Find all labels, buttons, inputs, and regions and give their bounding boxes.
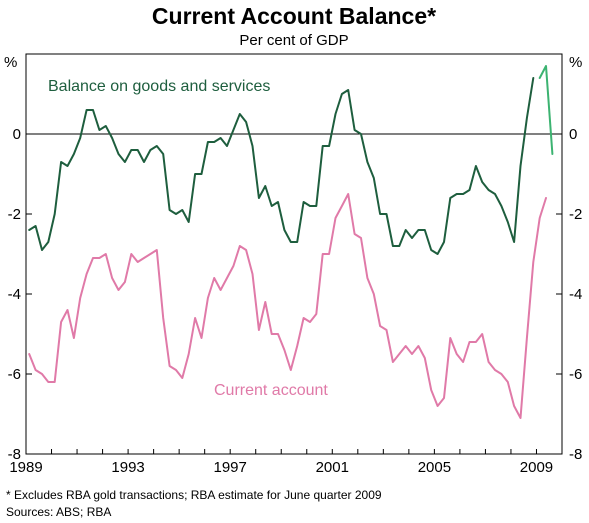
y-tick-right-label: -4 xyxy=(569,286,582,303)
chart-subtitle: Per cent of GDP xyxy=(239,32,348,49)
y-tick-right-label: -6 xyxy=(569,366,582,383)
sources: Sources: ABS; RBA xyxy=(6,505,111,519)
y-tick-right-label: -2 xyxy=(569,206,582,223)
y-tick-right-label: -8 xyxy=(569,446,582,463)
x-axis: 1989 1993 1997 2001 2005 2009 xyxy=(9,449,563,476)
y-tick-left-label: -6 xyxy=(8,366,21,383)
chart-title: Current Account Balance* xyxy=(152,3,436,29)
x-tick-label: 2001 xyxy=(316,459,349,476)
y-tick-left-label: -2 xyxy=(8,206,21,223)
y-tick-left-label: -8 xyxy=(8,446,21,463)
x-tick-label: 2005 xyxy=(418,459,451,476)
y-unit-left: % xyxy=(4,54,17,71)
y-tick-right-label: 0 xyxy=(569,126,577,143)
x-tick-label: 1993 xyxy=(111,459,144,476)
y-unit-right: % xyxy=(569,54,582,71)
annotation-goods-services: Balance on goods and services xyxy=(48,78,270,95)
y-tick-left-label: 0 xyxy=(13,126,21,143)
y-axis-right: 0 -2 -4 -6 -8 xyxy=(556,126,582,463)
x-tick-label: 1997 xyxy=(214,459,247,476)
footnote: * Excludes RBA gold transactions; RBA es… xyxy=(6,488,382,502)
series-line-1 xyxy=(538,65,554,155)
x-tick-label: 1989 xyxy=(9,459,42,476)
y-tick-left-label: -4 xyxy=(8,286,21,303)
y-axis-left: 0 -2 -4 -6 -8 xyxy=(8,126,32,463)
x-tick-label: 2009 xyxy=(520,459,553,476)
plot-frame xyxy=(25,53,563,455)
series-layer xyxy=(28,65,554,419)
series-line-0 xyxy=(28,77,535,255)
annotation-current-account: Current account xyxy=(214,382,328,399)
series-line-2 xyxy=(28,193,547,419)
